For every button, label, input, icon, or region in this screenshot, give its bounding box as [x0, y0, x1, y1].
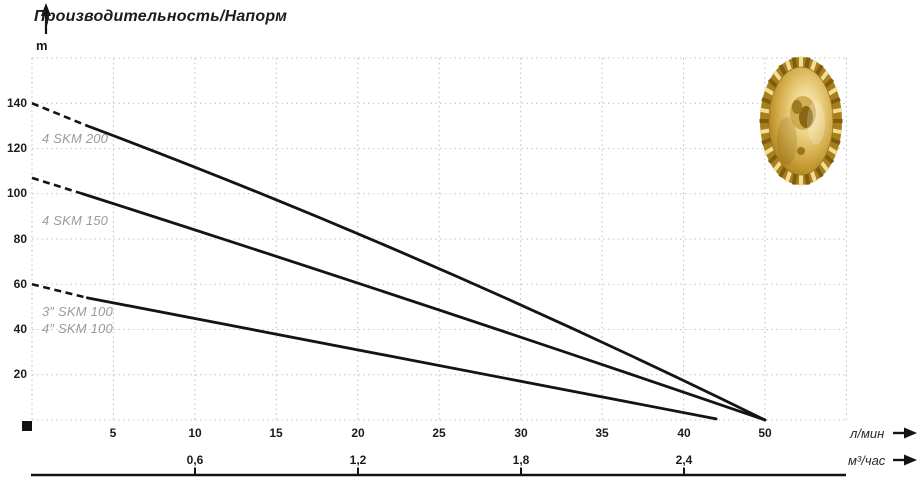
grid: [31, 57, 847, 421]
x-tick-5: 5: [109, 426, 117, 440]
x-tick-15: 15: [269, 426, 283, 440]
impeller-image: [759, 56, 843, 186]
y-axis-arrow-icon: [41, 3, 51, 34]
y-tick-120: 120: [6, 141, 27, 155]
x2-tick-1-2: 1,2: [349, 453, 367, 467]
x-tick-25: 25: [432, 426, 446, 440]
m3h-axis-arrow-icon: [893, 454, 917, 466]
x2-tick-0-6: 0,6: [186, 453, 204, 467]
y-tick-40: 40: [13, 322, 27, 336]
y-axis-unit-label: m: [36, 38, 48, 53]
x-axis-unit-m3h: м³/час: [848, 453, 886, 468]
curve-label-4skm200: 4 SKM 200: [42, 131, 109, 146]
x-tick-10: 10: [188, 426, 202, 440]
x-tick-30: 30: [514, 426, 528, 440]
y-tick-80: 80: [13, 232, 27, 246]
origin-marker: [22, 421, 32, 431]
curve-label-4skm150: 4 SKM 150: [42, 213, 109, 228]
pump-curves: [31, 102, 767, 422]
curve-label-4skm100: 4″ SKM 100: [42, 321, 113, 336]
y-tick-100: 100: [6, 186, 27, 200]
x-tick-50: 50: [758, 426, 772, 440]
x2-tick-2-4: 2,4: [675, 453, 693, 467]
lpm-axis-arrow-icon: [893, 427, 917, 439]
y-tick-20: 20: [13, 367, 27, 381]
x-axis-unit-lpm: л/мин: [850, 426, 885, 441]
secondary-axis-line: [31, 467, 846, 477]
x-tick-35: 35: [595, 426, 609, 440]
chart-title: Производительность/Напорм: [34, 8, 288, 25]
y-tick-140: 140: [6, 96, 27, 110]
curve-label-3skm100: 3″ SKM 100: [42, 304, 113, 319]
x-tick-40: 40: [677, 426, 691, 440]
y-tick-60: 60: [13, 277, 27, 291]
x-tick-20: 20: [351, 426, 365, 440]
x2-tick-1-8: 1,8: [512, 453, 530, 467]
